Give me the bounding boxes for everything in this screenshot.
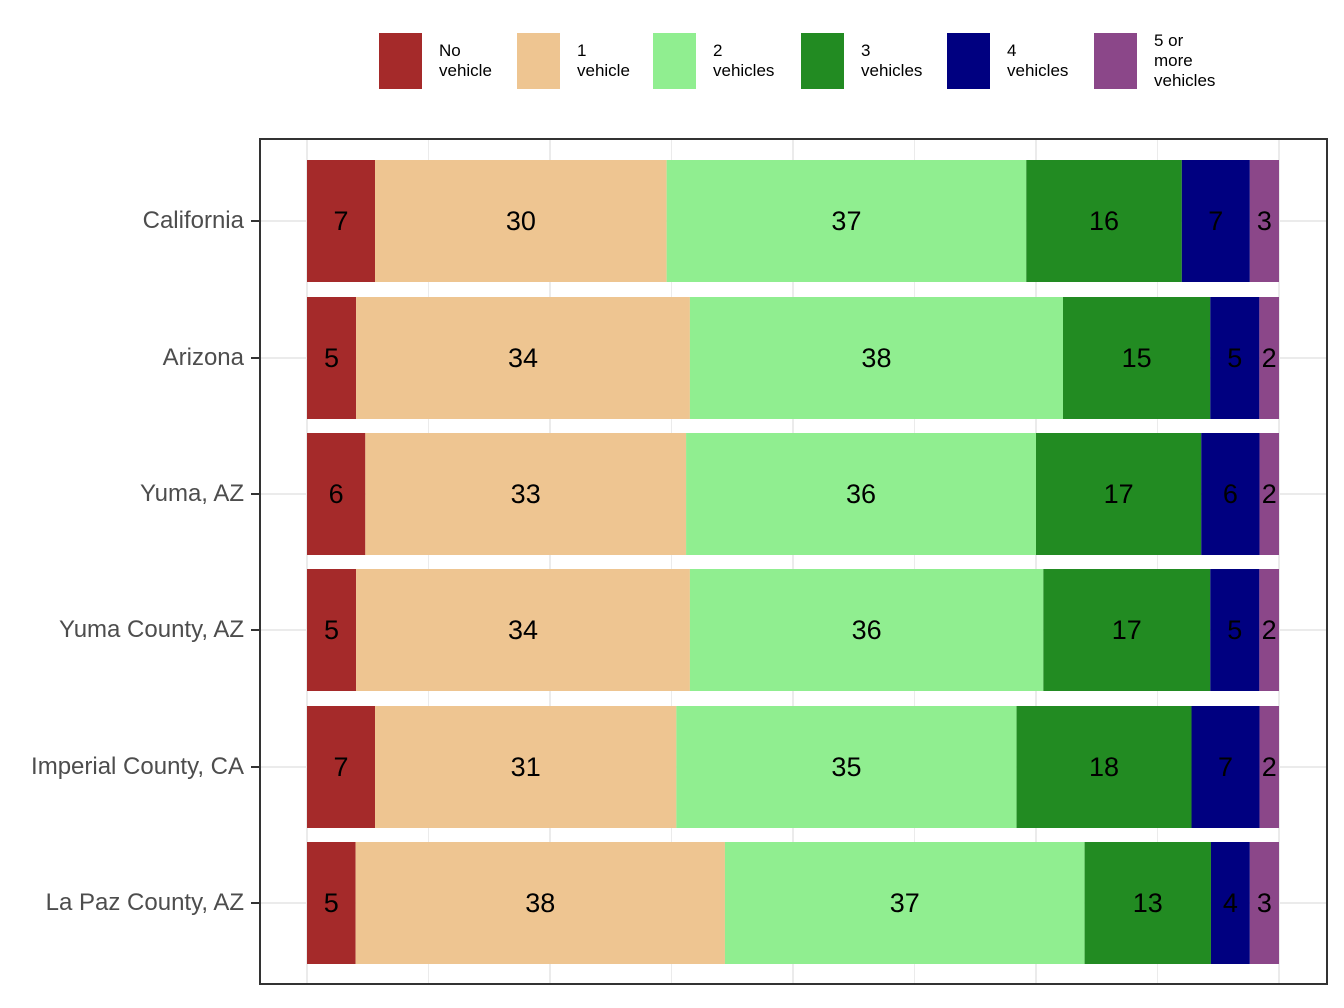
data-label: 34 <box>508 343 538 373</box>
data-label: 5 <box>1227 343 1242 373</box>
bar-segment <box>1259 297 1279 419</box>
data-label: 2 <box>1262 343 1277 373</box>
data-label: 6 <box>329 479 344 509</box>
data-label: 7 <box>1218 752 1233 782</box>
bar-segment <box>365 433 687 555</box>
bar-segment <box>1210 842 1250 964</box>
panel-border <box>259 138 1328 985</box>
bar-segment <box>356 569 690 691</box>
bar-segment <box>1043 569 1211 691</box>
bar-segment <box>1181 160 1250 282</box>
bar-segment <box>686 433 1036 555</box>
bar-segment <box>1259 569 1279 691</box>
data-label: 5 <box>324 343 339 373</box>
y-tick-label: California <box>142 207 244 234</box>
data-label: 2 <box>1262 752 1277 782</box>
legend-label: 1 vehicle <box>577 41 630 80</box>
data-label: 7 <box>334 206 349 236</box>
bar-segment <box>1249 842 1279 964</box>
y-tick-label: Yuma County, AZ <box>59 616 244 643</box>
y-tick-label: La Paz County, AZ <box>45 889 244 916</box>
data-label: 18 <box>1089 752 1119 782</box>
y-tick-label: Arizona <box>162 344 244 371</box>
data-label: 2 <box>1262 615 1277 645</box>
bar-segment <box>1084 842 1211 964</box>
data-label: 17 <box>1104 479 1134 509</box>
bar-segment <box>1259 433 1279 555</box>
data-label: 31 <box>511 752 541 782</box>
bar-segment <box>307 160 376 282</box>
data-label: 35 <box>831 752 861 782</box>
data-label: 36 <box>852 615 882 645</box>
legend-swatch <box>1094 33 1137 89</box>
data-label: 34 <box>508 615 538 645</box>
bar-segment <box>1210 569 1260 691</box>
data-label: 37 <box>831 206 861 236</box>
data-label: 4 <box>1223 888 1238 918</box>
bar-segment <box>307 569 357 691</box>
bar-segment <box>307 842 356 964</box>
data-label: 5 <box>1227 615 1242 645</box>
legend-swatch <box>653 33 696 89</box>
bar-segment <box>1259 706 1279 828</box>
bar-segment <box>1210 297 1260 419</box>
bar-segment <box>676 706 1017 828</box>
data-label: 7 <box>1208 206 1223 236</box>
legend-swatch <box>801 33 844 89</box>
legend-swatch <box>379 33 422 89</box>
legend-label: No vehicle <box>439 41 492 80</box>
legend-label: 5 or more vehicles <box>1154 31 1216 90</box>
bar-segment <box>375 706 677 828</box>
data-label: 30 <box>506 206 536 236</box>
bar-segment <box>355 842 725 964</box>
bar-segment <box>307 433 366 555</box>
data-label: 3 <box>1257 206 1272 236</box>
bar-segment <box>1191 706 1260 828</box>
data-label: 38 <box>861 343 891 373</box>
bar-segment <box>1201 433 1260 555</box>
y-tick-label: Imperial County, CA <box>31 753 244 780</box>
bar-segment <box>356 297 690 419</box>
data-label: 16 <box>1089 206 1119 236</box>
bar-segment <box>1063 297 1211 419</box>
y-tick-label: Yuma, AZ <box>139 480 244 507</box>
bar-segment <box>1249 160 1279 282</box>
data-label: 36 <box>846 479 876 509</box>
data-label: 7 <box>334 752 349 782</box>
bar-segment <box>1016 706 1192 828</box>
legend-swatch <box>517 33 560 89</box>
data-label: 15 <box>1122 343 1152 373</box>
data-label: 3 <box>1257 888 1272 918</box>
data-label: 2 <box>1262 479 1277 509</box>
data-label: 37 <box>890 888 920 918</box>
legend-swatch <box>947 33 990 89</box>
data-label: 38 <box>525 888 555 918</box>
legend-label: 2 vehicles <box>713 41 775 80</box>
bar-segment <box>307 297 357 419</box>
bar-segment <box>375 160 667 282</box>
bar-segment <box>307 706 376 828</box>
bar-segment <box>1036 433 1202 555</box>
data-label: 6 <box>1223 479 1238 509</box>
data-label: 33 <box>511 479 541 509</box>
bar-segment <box>1026 160 1182 282</box>
bar-segment <box>689 297 1063 419</box>
legend-label: 3 vehicles <box>861 41 923 80</box>
data-label: 5 <box>324 615 339 645</box>
data-label: 13 <box>1133 888 1163 918</box>
bar-segment <box>666 160 1027 282</box>
data-label: 17 <box>1112 615 1142 645</box>
bar-segment <box>689 569 1044 691</box>
bar-segment <box>724 842 1085 964</box>
data-label: 5 <box>324 888 339 918</box>
legend-label: 4 vehicles <box>1007 41 1069 80</box>
